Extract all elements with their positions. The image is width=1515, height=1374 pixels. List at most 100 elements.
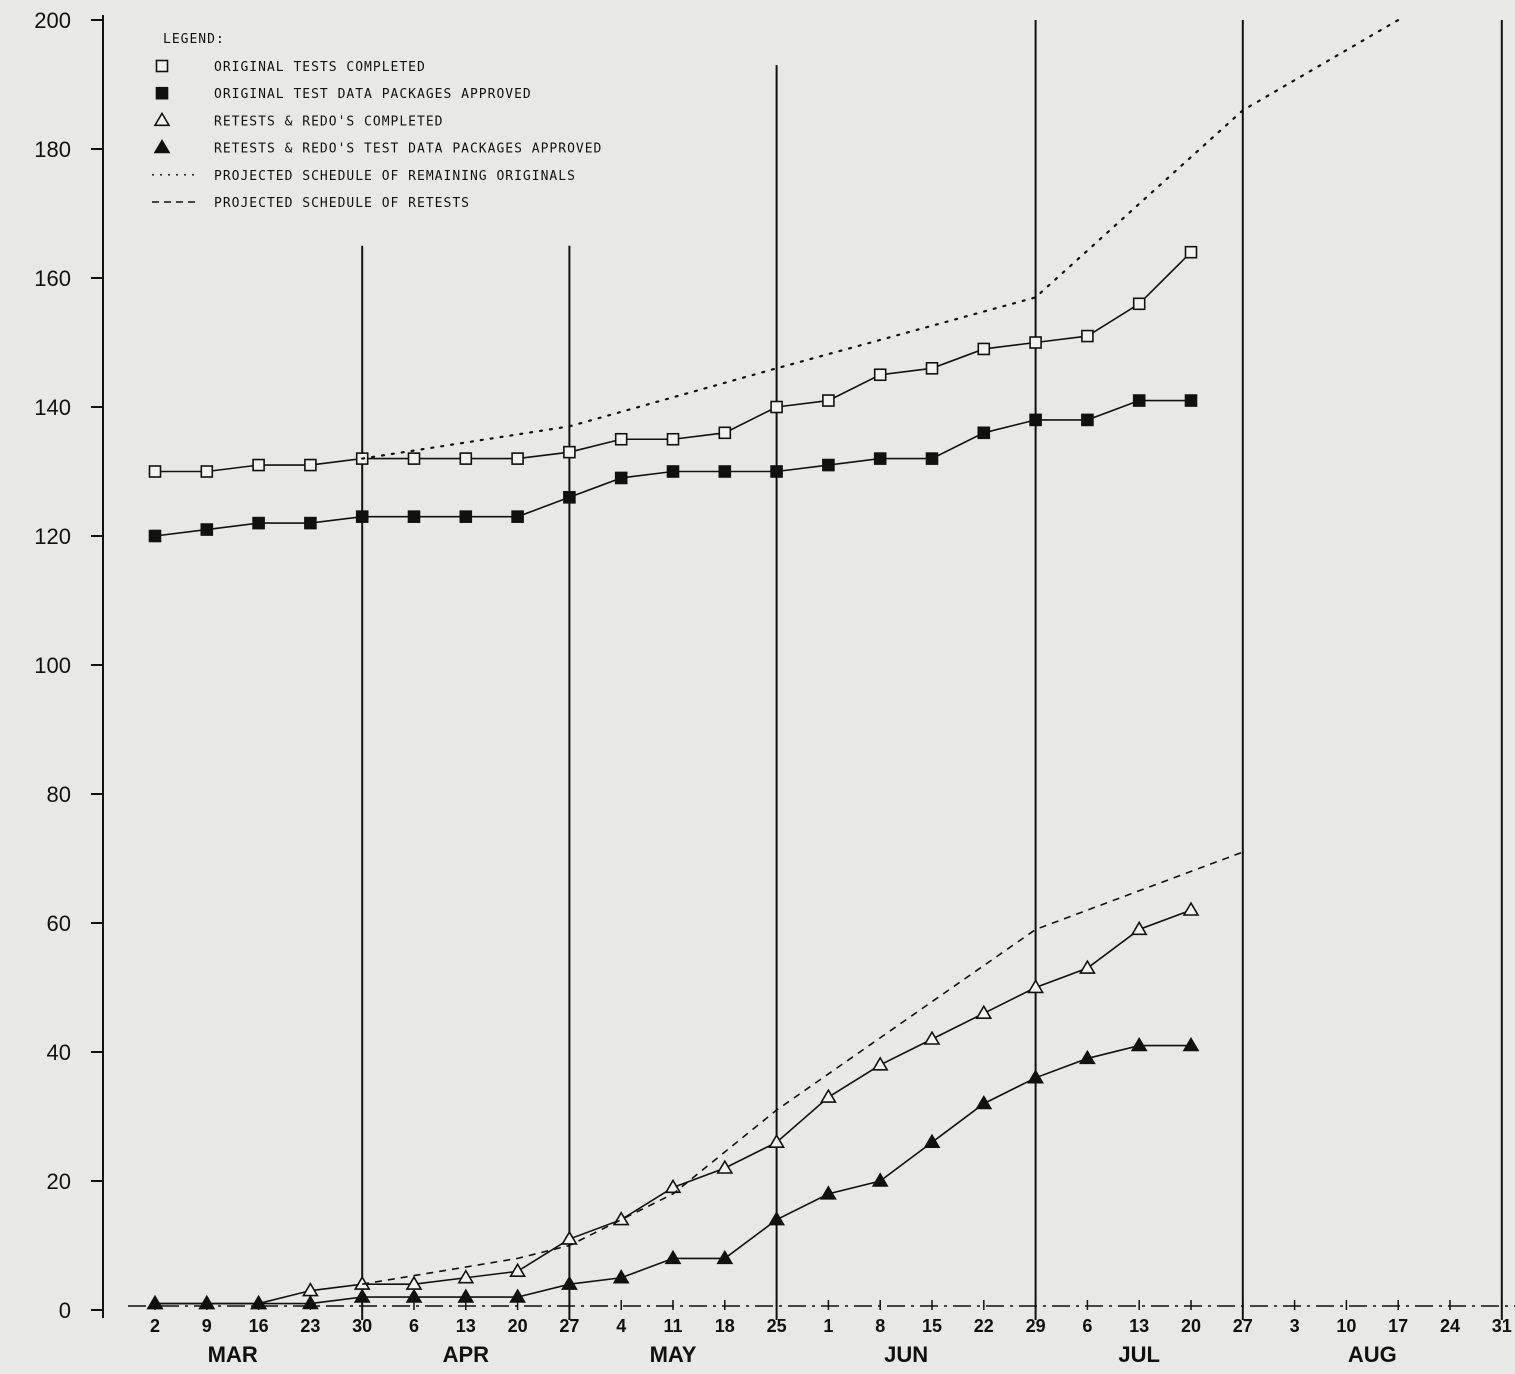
data-point	[820, 1088, 837, 1103]
data-point	[871, 1172, 889, 1187]
legend: LEGEND: ORIGINAL TESTS COMPLETED ORIGINAL…	[152, 32, 601, 211]
data-point	[977, 342, 991, 356]
x-tick-label: 27	[1233, 1316, 1253, 1336]
legend-marker	[155, 86, 169, 100]
data-point	[1132, 394, 1146, 407]
data-point	[304, 458, 317, 472]
legend-label: PROJECTED SCHEDULE OF RETESTS	[214, 196, 470, 211]
data-point	[975, 1004, 993, 1020]
x-tick-label: 9	[202, 1316, 212, 1336]
month-label-aug: AUG	[1348, 1342, 1397, 1367]
data-point	[1132, 297, 1146, 311]
data-point	[664, 1178, 682, 1194]
data-point	[250, 1294, 267, 1310]
data-point	[198, 1294, 216, 1310]
month-label-jun: JUN	[884, 1342, 928, 1367]
data-point	[820, 1185, 837, 1200]
x-tick-label: 11	[663, 1316, 682, 1336]
series-retests-redo-s-test-data-packages-approved	[146, 1036, 1200, 1310]
data-point	[146, 1294, 164, 1310]
x-tick-label: 31	[1492, 1316, 1512, 1336]
data-point	[1184, 245, 1198, 259]
data-point	[405, 1288, 423, 1303]
y-tick-label: 140	[34, 395, 71, 420]
y-tick-label: 20	[47, 1169, 71, 1194]
legend-entry: RETESTS & REDO'S COMPLETED	[153, 111, 444, 129]
data-point	[457, 1269, 475, 1284]
data-point	[459, 510, 473, 523]
data-point	[1081, 329, 1094, 343]
data-point	[353, 1288, 371, 1303]
data-point	[1081, 413, 1094, 427]
x-tick-label: 2	[150, 1316, 160, 1336]
y-axis: 0 20 40 60 80 100 120 140 160 180 200	[34, 8, 104, 1323]
y-tick-label: 180	[34, 137, 71, 162]
data-point	[664, 1249, 682, 1265]
data-point	[612, 1269, 630, 1284]
legend-label: PROJECTED SCHEDULE OF REMAINING ORIGINAL…	[214, 169, 576, 184]
legend-marker	[153, 139, 171, 154]
series-line	[362, 851, 1244, 1285]
legend-entry: PROJECTED SCHEDULE OF REMAINING ORIGINAL…	[152, 169, 576, 184]
data-point	[509, 1262, 526, 1277]
x-tick-label: 16	[249, 1316, 269, 1336]
data-point	[1027, 1069, 1044, 1084]
data-point	[509, 1288, 526, 1303]
data-point	[923, 1030, 941, 1045]
data-point	[302, 1294, 319, 1310]
data-point	[148, 465, 162, 478]
data-point	[1079, 1049, 1096, 1065]
x-tick-label: 8	[875, 1316, 885, 1336]
x-tick-label: 27	[559, 1316, 579, 1336]
data-point	[718, 426, 732, 440]
y-tick-label: 100	[34, 653, 71, 678]
data-point	[977, 426, 991, 440]
series-retests-redo-s-completed	[146, 901, 1200, 1310]
data-point	[200, 465, 214, 478]
data-point	[1130, 1036, 1148, 1052]
data-point	[561, 1275, 578, 1290]
x-tick-label: 24	[1440, 1316, 1460, 1336]
series-projected-schedule-of-retests	[362, 851, 1244, 1285]
y-tick-label: 120	[34, 524, 71, 549]
x-tick-label: 13	[1129, 1316, 1149, 1336]
legend-label: RETESTS & REDO'S COMPLETED	[214, 114, 444, 129]
y-tick-label: 60	[47, 911, 71, 936]
data-point	[768, 1133, 785, 1148]
data-point	[1029, 336, 1042, 349]
legend-title: LEGEND:	[163, 32, 225, 47]
data-point	[768, 1211, 785, 1226]
data-point	[1184, 394, 1198, 407]
data-point	[1079, 959, 1096, 974]
data-point	[1182, 901, 1200, 916]
data-point	[770, 465, 783, 478]
y-tick-label: 0	[59, 1298, 71, 1323]
data-point	[252, 516, 265, 530]
data-point	[873, 368, 887, 382]
legend-entry: PROJECTED SCHEDULE OF RETESTS	[152, 196, 470, 211]
data-point	[252, 458, 265, 472]
x-tick-label: 10	[1336, 1316, 1356, 1336]
series-layer	[146, 18, 1400, 1310]
data-point	[304, 516, 317, 530]
month-label-jul: JUL	[1118, 1342, 1160, 1367]
y-tick-label: 200	[34, 8, 71, 33]
data-point	[925, 361, 939, 375]
x-tick-label: 20	[508, 1316, 528, 1336]
data-point	[716, 1249, 734, 1265]
month-label-may: MAY	[650, 1342, 697, 1367]
x-tick-label: 29	[1026, 1316, 1046, 1336]
data-point	[511, 510, 524, 523]
data-point	[923, 1133, 941, 1148]
legend-entry: ORIGINAL TESTS COMPLETED	[155, 59, 425, 75]
month-label-apr: APR	[443, 1342, 490, 1367]
data-point	[1029, 413, 1042, 427]
data-point	[614, 432, 628, 446]
data-point	[666, 432, 680, 446]
data-point	[873, 452, 887, 465]
data-point	[871, 1056, 889, 1071]
legend-entry: RETESTS & REDO'S TEST DATA PACKAGES APPR…	[153, 139, 601, 157]
x-tick-label: 20	[1181, 1316, 1201, 1336]
data-point	[561, 1230, 578, 1245]
